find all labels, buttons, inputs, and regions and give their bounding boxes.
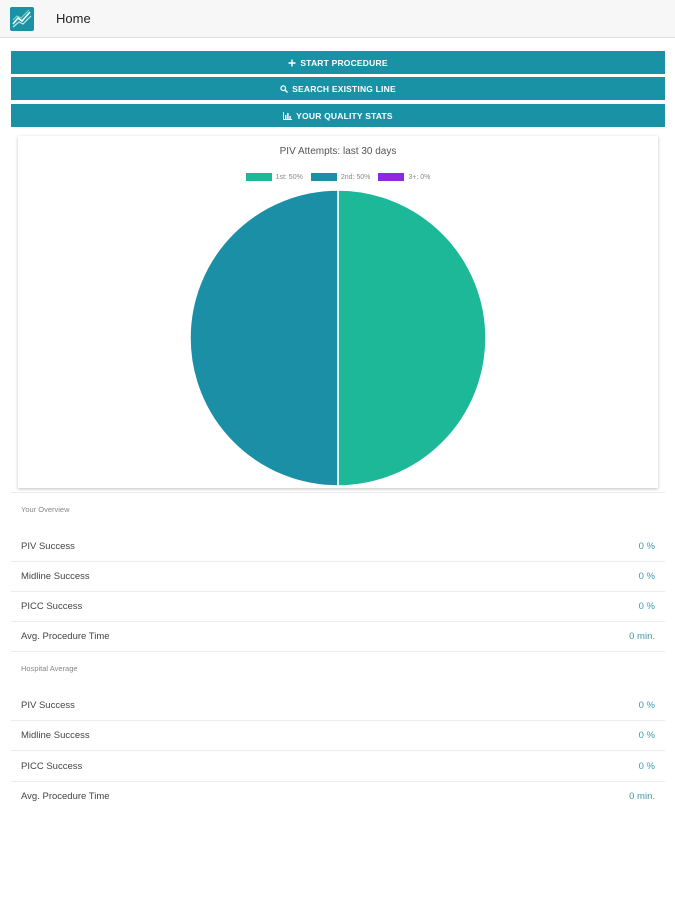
app-header: Home bbox=[0, 0, 675, 38]
stat-value: 0 % bbox=[638, 730, 655, 741]
hospital-row-midline: Midline Success 0 % bbox=[11, 721, 665, 751]
stat-value: 0 % bbox=[638, 571, 655, 582]
legend-swatch-second bbox=[310, 173, 337, 181]
hospital-row-picc: PICC Success 0 % bbox=[11, 752, 665, 782]
overview-row-avg-time: Avg. Procedure Time 0 min. bbox=[11, 622, 665, 652]
quality-stats-button[interactable]: YOUR QUALITY STATS bbox=[11, 104, 665, 127]
plus-icon bbox=[288, 59, 296, 67]
stat-label: PIV Success bbox=[21, 541, 75, 552]
chart-title: PIV Attempts: last 30 days bbox=[279, 146, 397, 157]
stat-value: 0 % bbox=[638, 541, 655, 552]
legend-swatch-first bbox=[245, 173, 272, 181]
bar-chart-icon bbox=[283, 111, 293, 120]
piv-attempts-chart-card: PIV Attempts: last 30 days 1st: 50% 2nd:… bbox=[18, 136, 658, 488]
legend-item-first[interactable]: 1st: 50% bbox=[245, 173, 303, 181]
start-procedure-label: START PROCEDURE bbox=[300, 57, 388, 68]
legend-label-third: 3+: 0% bbox=[408, 173, 431, 181]
stat-value: 0 min. bbox=[629, 791, 655, 802]
stat-label: Avg. Procedure Time bbox=[21, 631, 110, 642]
stat-label: Avg. Procedure Time bbox=[21, 791, 110, 802]
legend-label-first: 1st: 50% bbox=[275, 173, 303, 181]
legend-item-second[interactable]: 2nd: 50% bbox=[310, 173, 371, 181]
search-existing-line-button[interactable]: SEARCH EXISTING LINE bbox=[11, 77, 665, 100]
legend-swatch-third bbox=[378, 173, 405, 181]
hospital-row-avg-time: Avg. Procedure Time 0 min. bbox=[11, 782, 665, 812]
overview-row-midline: Midline Success 0 % bbox=[11, 562, 665, 592]
overview-row-picc: PICC Success 0 % bbox=[11, 592, 665, 622]
chart-legend: 1st: 50% 2nd: 50% 3+: 0% bbox=[18, 173, 658, 181]
divider bbox=[11, 492, 665, 493]
search-existing-line-label: SEARCH EXISTING LINE bbox=[292, 83, 396, 94]
hospital-row-piv: PIV Success 0 % bbox=[11, 691, 665, 721]
stat-label: PIV Success bbox=[21, 700, 75, 711]
overview-section-title: Your Overview bbox=[21, 505, 70, 514]
stat-label: Midline Success bbox=[21, 730, 90, 741]
hospital-section-title: Hospital Average bbox=[21, 664, 78, 673]
legend-item-third[interactable]: 3+: 0% bbox=[378, 173, 430, 181]
stat-value: 0 % bbox=[638, 761, 655, 772]
stat-value: 0 % bbox=[638, 700, 655, 711]
chart-logo-icon[interactable] bbox=[10, 7, 34, 31]
search-icon bbox=[280, 84, 289, 93]
page-title: Home bbox=[56, 11, 91, 26]
stat-value: 0 % bbox=[638, 601, 655, 612]
start-procedure-button[interactable]: START PROCEDURE bbox=[11, 51, 665, 74]
pie-chart bbox=[189, 189, 487, 487]
stat-label: PICC Success bbox=[21, 761, 83, 772]
pie-slice-2[interactable] bbox=[189, 189, 339, 487]
stat-label: Midline Success bbox=[21, 571, 90, 582]
stat-label: PICC Success bbox=[21, 601, 83, 612]
pie-slice-1[interactable] bbox=[337, 189, 487, 487]
overview-row-piv: PIV Success 0 % bbox=[11, 532, 665, 562]
legend-label-second: 2nd: 50% bbox=[340, 173, 371, 181]
quality-stats-label: YOUR QUALITY STATS bbox=[296, 110, 393, 121]
stat-value: 0 min. bbox=[629, 631, 655, 642]
